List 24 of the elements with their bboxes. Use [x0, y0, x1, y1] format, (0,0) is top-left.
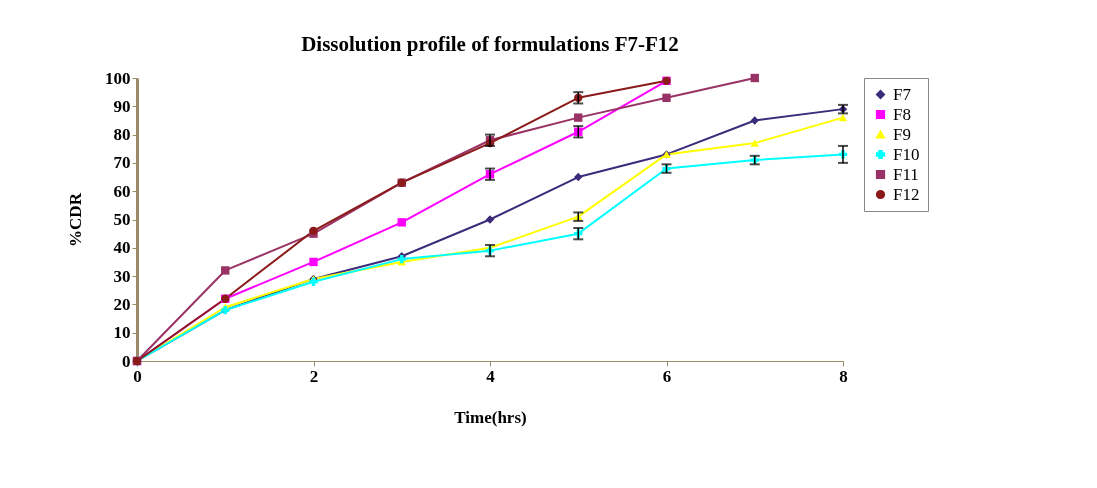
- y-tick-label: 30: [113, 266, 131, 286]
- y-tick-label: 0: [122, 351, 131, 371]
- legend-label: F8: [893, 104, 911, 124]
- x-axis-title: Time(hrs): [454, 407, 527, 427]
- legend-label: F12: [893, 184, 920, 204]
- y-tick-label: 40: [113, 238, 131, 258]
- y-tick-label: 10: [113, 323, 131, 343]
- y-tick-label: 90: [113, 96, 131, 116]
- y-tick-label: 70: [113, 153, 131, 173]
- y-tick-label: 60: [113, 181, 131, 201]
- legend-label: F11: [893, 164, 919, 184]
- chart-title: Dissolution profile of formulations F7-F12: [301, 32, 679, 56]
- x-tick-label: 4: [486, 366, 496, 386]
- legend-label: F9: [893, 124, 911, 144]
- x-tick-label: 8: [839, 366, 848, 386]
- y-tick-label: 100: [105, 68, 131, 88]
- legend-label: F10: [893, 144, 920, 164]
- x-tick-label: 2: [309, 366, 319, 386]
- legend-label: F7: [893, 84, 912, 104]
- y-tick-label: 80: [113, 125, 131, 145]
- y-tick-label: 20: [113, 294, 131, 314]
- y-tick-label: 50: [113, 210, 131, 229]
- y-axis-title: %CDR: [66, 192, 85, 247]
- x-tick-label: 6: [662, 366, 672, 386]
